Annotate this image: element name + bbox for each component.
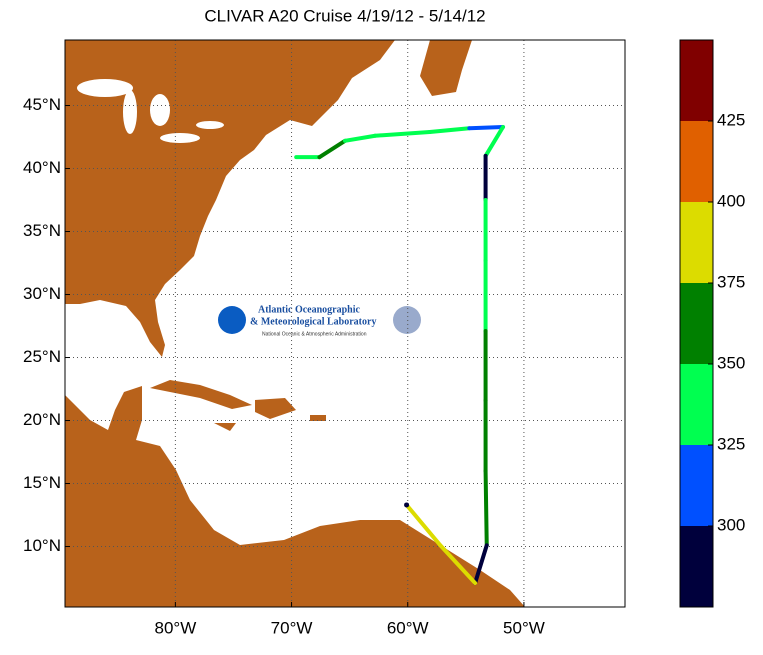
cuba [150, 380, 252, 409]
track-point [404, 502, 410, 508]
x-tick-label: 50°W [503, 618, 545, 637]
track-segment [373, 129, 432, 138]
track-segment [317, 138, 347, 160]
colorbar-band [680, 364, 713, 445]
colorbar-band [680, 202, 713, 283]
colorbar-band [680, 40, 713, 121]
lakes [77, 79, 224, 143]
y-tick-label: 15°N [23, 473, 61, 492]
track-segment [438, 543, 478, 586]
track-segment [483, 124, 506, 158]
y-tick-label: 20°N [23, 410, 61, 429]
y-tick-label: 45°N [23, 95, 61, 114]
north-america [65, 40, 395, 357]
track-segment [483, 468, 489, 548]
track-segment [473, 543, 489, 586]
track-segment [467, 124, 506, 131]
colorbar-band [680, 526, 713, 607]
noaa-emblem [218, 306, 246, 334]
jamaica [214, 423, 236, 431]
x-tick-label: 60°W [387, 618, 429, 637]
y-tick-label: 40°N [23, 158, 61, 177]
map-frame [64, 39, 626, 608]
land [65, 40, 525, 607]
y-tick-label: 35°N [23, 221, 61, 240]
colorbar-tick-label: 350 [717, 353, 745, 372]
chart-title: CLIVAR A20 Cruise 4/19/12 - 5/14/12 [204, 6, 485, 25]
lake [160, 133, 200, 143]
central-america [65, 386, 525, 607]
aoml-emblem [393, 306, 421, 334]
lake [150, 94, 170, 126]
logo: Atlantic Oceanographic & Meteorological … [218, 304, 421, 337]
colorbar-tick-label: 425 [717, 110, 745, 129]
lake [77, 79, 133, 97]
colorbar-tick-label: 400 [717, 191, 745, 210]
puerto-rico [310, 415, 326, 421]
x-tick-label: 70°W [271, 618, 313, 637]
colorbar-band [680, 445, 713, 526]
lake [196, 121, 224, 129]
y-tick-label: 25°N [23, 347, 61, 366]
map-area: Atlantic Oceanographic & Meteorological … [64, 39, 626, 608]
newfoundland [420, 40, 472, 96]
track-segment [343, 133, 378, 143]
hispaniola [255, 398, 296, 419]
colorbar-band [680, 121, 713, 202]
colorbar-frame [679, 39, 714, 608]
colorbar-tick-label: 375 [717, 272, 745, 291]
track-segment [404, 502, 443, 548]
y-tick-label: 30°N [23, 284, 61, 303]
colorbar-tick-label: 325 [717, 434, 745, 453]
colorbar-tick-label: 300 [717, 515, 745, 534]
colorbar-band [680, 283, 713, 364]
logo-text: Atlantic Oceanographic [258, 304, 360, 315]
lake [123, 90, 137, 134]
logo-text: National Oceanic & Atmospheric Administr… [262, 331, 367, 337]
track-segment [427, 126, 472, 134]
x-tick-label: 80°W [154, 618, 196, 637]
logo-text: & Meteorological Laboratory [250, 316, 376, 327]
y-tick-label: 10°N [23, 536, 61, 555]
